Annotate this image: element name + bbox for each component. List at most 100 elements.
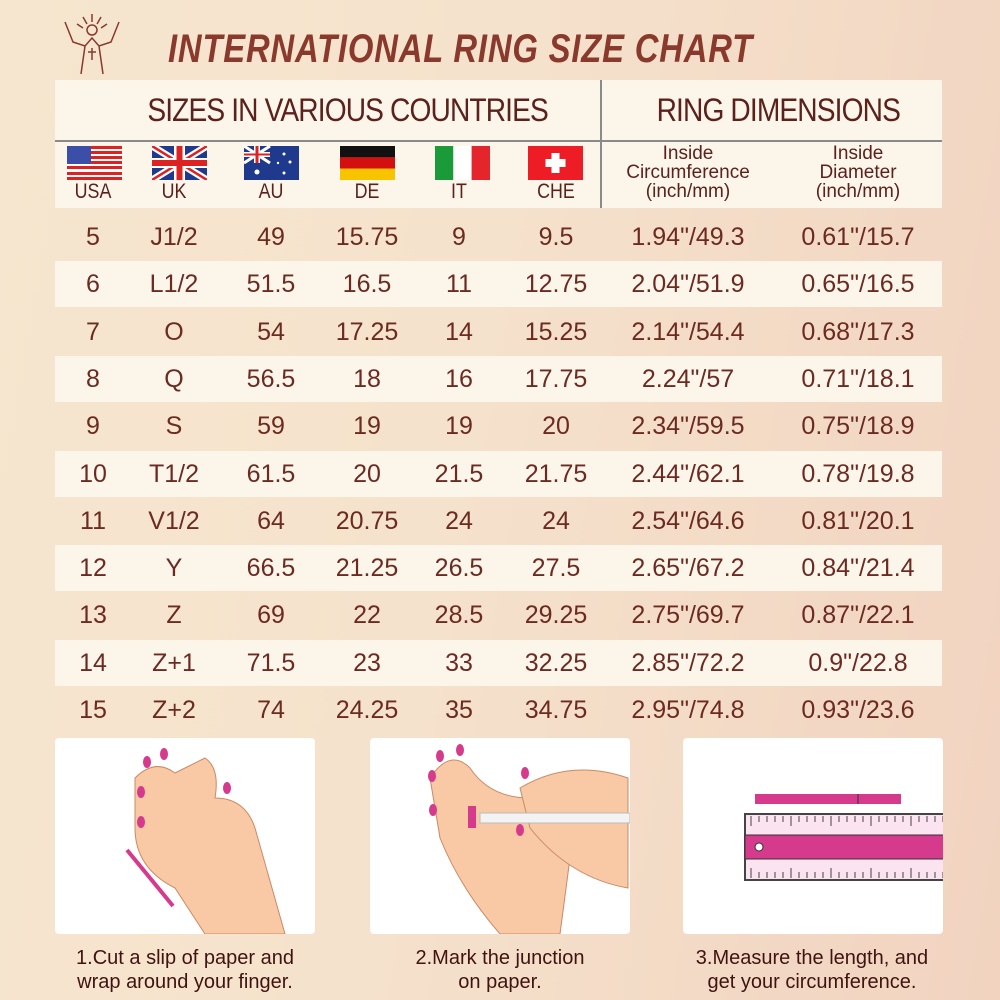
table-cell: 0.68"/17.3	[801, 317, 915, 346]
table-cell: 5	[86, 223, 100, 251]
table-cell: 9	[452, 223, 466, 251]
table-cell: 0.84"/21.4	[801, 554, 915, 583]
page-title: INTERNATIONAL RING SIZE CHART	[168, 27, 754, 71]
table-cell: 8	[86, 364, 100, 393]
table-cell: 24.25	[335, 696, 399, 724]
table-cell: 2.44"/62.1	[631, 459, 745, 488]
table-cell: 0.9"/22.8	[808, 648, 908, 677]
table-cell: O	[164, 317, 184, 346]
table-cell: 14	[79, 648, 107, 677]
country-label: AU	[258, 180, 284, 203]
table-cell: 28.5	[434, 601, 484, 630]
divider	[600, 80, 602, 208]
caption-line: get your circumference.	[707, 971, 917, 993]
table-cell: 2.95"/74.8	[631, 696, 745, 724]
table-cell: 13	[79, 601, 107, 630]
table-cell: 69	[257, 601, 285, 630]
table-cell: L1/2	[149, 270, 199, 299]
header-line: (inch/mm)	[645, 181, 731, 202]
table-cell: 49	[257, 223, 285, 251]
country-label: USA	[74, 180, 112, 203]
table-row: 5 J1/2 49 15.75 9 9.5 1.94"/49.3 0.61"/15.7	[55, 214, 942, 260]
de-flag-icon	[340, 146, 395, 180]
table-cell: 51.5	[246, 270, 296, 299]
table-cell: 15.75	[335, 223, 399, 251]
table-row: 9 S 59 19 19 20 2.34"/59.5 0.75"/18.9	[55, 403, 942, 449]
table-cell: 12	[79, 554, 107, 583]
table-cell: 35	[445, 696, 473, 724]
table-cell: 61.5	[246, 459, 296, 488]
table-cell: 26.5	[434, 554, 484, 583]
table-cell: 0.65"/16.5	[801, 270, 915, 299]
table-cell: 74	[257, 696, 285, 724]
table-cell: 11	[80, 506, 106, 535]
table-cell: J1/2	[150, 223, 198, 251]
table-cell: V1/2	[148, 506, 200, 535]
table-cell: 24	[445, 506, 473, 535]
che-flag-icon	[528, 146, 583, 180]
step-1-illustration	[55, 738, 315, 934]
table-cell: 20	[542, 412, 570, 441]
table-cell: 0.75"/18.9	[801, 412, 915, 441]
table-cell: T1/2	[148, 459, 200, 488]
table-header: SIZES IN VARIOUS COUNTRIES RING DIMENSIO…	[55, 80, 942, 208]
table-cell: 0.71"/18.1	[801, 364, 915, 393]
table-cell: 29.25	[524, 601, 588, 630]
table-cell: Y	[165, 554, 183, 583]
table-cell: 2.24"/57	[641, 364, 735, 393]
table-cell: 2.85"/72.2	[631, 648, 745, 677]
table-cell: 16.5	[342, 270, 392, 299]
table-cell: 56.5	[246, 364, 296, 393]
table-cell: 20	[353, 459, 381, 488]
table-cell: 0.81"/20.1	[801, 506, 915, 535]
table-cell: 20.75	[335, 506, 399, 535]
table-cell: 15	[79, 696, 107, 724]
step-3-illustration	[683, 738, 943, 934]
header-line: Inside	[832, 143, 884, 164]
uk-flag-icon	[152, 146, 207, 180]
country-label: UK	[161, 180, 187, 203]
caption-line: on paper.	[458, 971, 542, 993]
table-cell: 18	[353, 364, 381, 393]
table-cell: 7	[86, 317, 100, 346]
caption-line: 3.Measure the length, and	[695, 947, 929, 969]
table-cell: 0.93"/23.6	[801, 696, 915, 724]
table-row: 10 T1/2 61.5 20 21.5 21.75 2.44"/62.1 0.78"/19.…	[55, 450, 942, 497]
table-row: 7 O 54 17.25 14 15.25 2.14"/54.4 0.68"/17.3	[55, 309, 942, 355]
table-row: 14 Z+1 71.5 23 33 32.25 2.85"/72.2 0.9"/22.8	[55, 639, 942, 686]
caption-line: 2.Mark the junction	[415, 947, 585, 969]
table-row: 12 Y 66.5 21.25 26.5 27.5 2.65"/67.2 0.84"/21.4	[55, 545, 942, 592]
table-cell: 24	[542, 506, 570, 535]
table-cell: 15.25	[524, 317, 588, 346]
table-cell: 9.5	[538, 223, 574, 251]
table-cell: 0.78"/19.8	[801, 459, 915, 488]
table-cell: 10	[79, 459, 107, 488]
table-cell: 1.94"/49.3	[631, 223, 745, 251]
step-2-caption: 2.Mark the junction on paper.	[350, 946, 650, 994]
country-label: CHE	[537, 180, 575, 203]
table-cell: 21.5	[434, 459, 484, 488]
table-cell: 54	[257, 317, 285, 346]
table-cell: 14	[445, 317, 473, 346]
table-row: 6 L1/2 51.5 16.5 11 12.75 2.04"/51.9 0.65"/16.5	[55, 261, 942, 308]
au-flag-icon	[244, 146, 299, 180]
table-cell: 59	[257, 412, 285, 441]
table-cell: Z+1	[152, 648, 196, 677]
table-cell: 21.25	[335, 554, 399, 583]
table-cell: 32.25	[524, 648, 588, 677]
table-cell: Q	[164, 364, 184, 393]
step-2-illustration	[370, 738, 630, 934]
table-cell: 6	[86, 270, 100, 299]
table-row: 13 Z 69 22 28.5 29.25 2.75"/69.7 0.87"/22.1	[55, 592, 942, 638]
usa-flag-icon	[67, 146, 122, 180]
table-cell: 27.5	[531, 554, 581, 583]
country-label: IT	[451, 180, 467, 203]
step-3-caption: 3.Measure the length, and get your circum…	[662, 946, 962, 994]
table-cell: 2.75"/69.7	[631, 601, 745, 630]
diameter-header: Inside Diameter (inch/mm)	[783, 144, 933, 201]
table-row: 11 V1/2 64 20.75 24 24 2.54"/64.6 0.81"/20.1	[55, 498, 942, 544]
table-cell: 19	[353, 412, 381, 441]
table-cell: 23	[353, 648, 381, 677]
table-row: 15 Z+2 74 24.25 35 34.75 2.95"/74.8 0.93"/23.6	[55, 687, 942, 733]
country-label: DE	[354, 180, 380, 203]
